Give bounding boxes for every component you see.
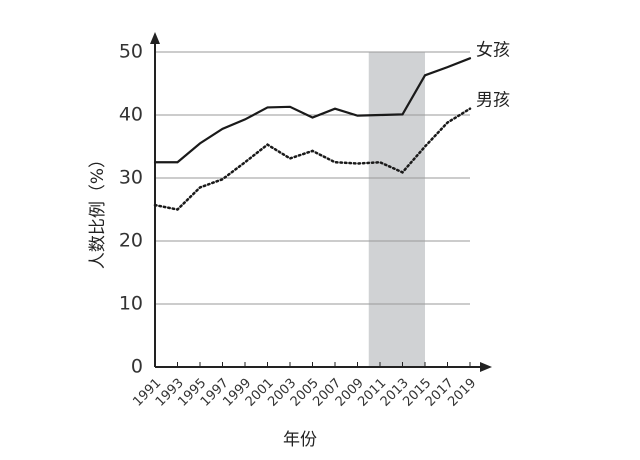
x-axis-arrow xyxy=(480,362,492,372)
x-axis-label: 年份 xyxy=(283,430,317,450)
y-tick-label: 0 xyxy=(131,356,143,378)
series-line xyxy=(153,107,472,211)
series-line xyxy=(153,57,472,164)
y-axis-arrow xyxy=(150,32,160,44)
y-tick-label: 10 xyxy=(119,293,143,315)
y-tick-label: 50 xyxy=(119,41,143,63)
series-label: 女孩 xyxy=(476,40,510,60)
highlight-band xyxy=(368,52,425,367)
y-tick-label: 40 xyxy=(119,104,143,126)
y-tick-label: 30 xyxy=(119,167,143,189)
series-label: 男孩 xyxy=(476,91,510,111)
y-tick-label: 20 xyxy=(119,230,143,252)
y-axis-label: 人数比例（%） xyxy=(88,151,108,269)
